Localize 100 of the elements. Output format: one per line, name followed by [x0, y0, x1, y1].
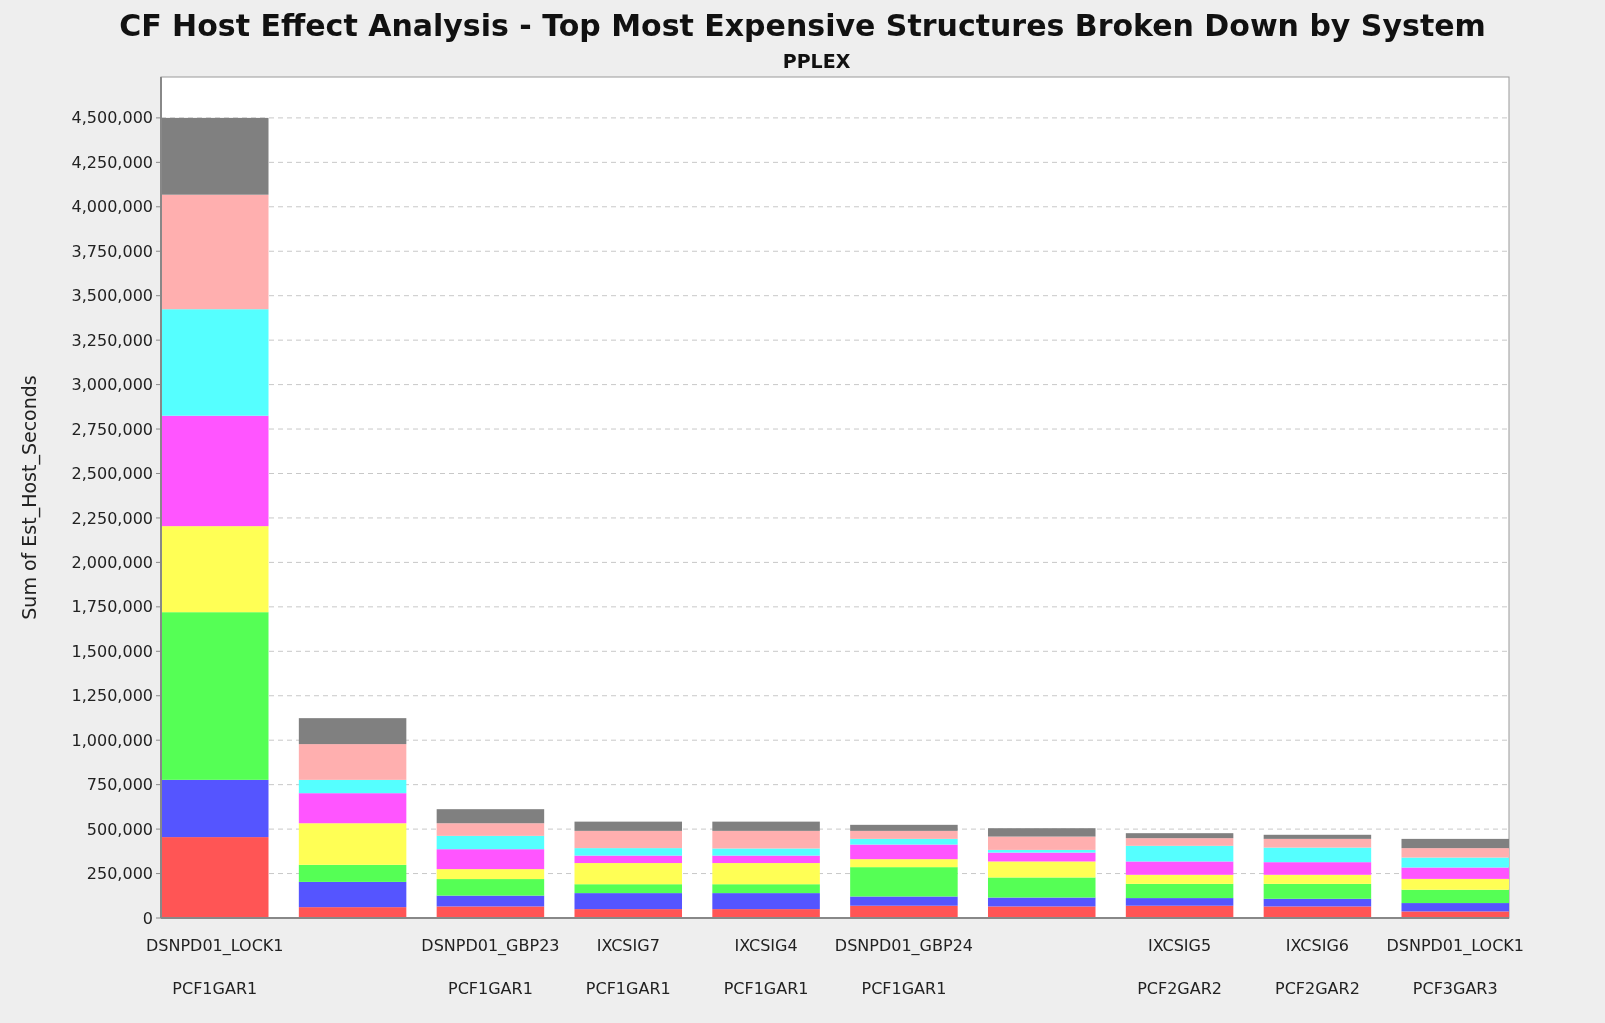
- bar: [161, 612, 269, 780]
- bar: [712, 863, 820, 885]
- bar: [161, 309, 269, 416]
- bar: [712, 821, 820, 831]
- bar: [298, 779, 407, 794]
- bar: [850, 859, 958, 868]
- bar: [1401, 878, 1509, 890]
- bar: [1125, 883, 1234, 899]
- bar: [987, 828, 1096, 837]
- bar: [712, 893, 820, 910]
- y-tick-label: 0: [142, 908, 153, 928]
- bar: [161, 415, 269, 527]
- bar: [1125, 845, 1234, 862]
- category-label: IXCSIG6 PCF2GAR2: [1274, 936, 1360, 998]
- bar: [574, 909, 683, 918]
- bar: [574, 893, 683, 910]
- bar: [987, 897, 1096, 907]
- bar: [161, 779, 269, 838]
- bar: [574, 821, 683, 831]
- bar: [1401, 857, 1509, 868]
- y-tick-label: 4,250,000: [71, 152, 153, 172]
- bar: [1263, 838, 1372, 848]
- bar: [436, 895, 545, 907]
- category-label: DSNPD01_LOCK1 PCF3GAR3: [1386, 936, 1525, 998]
- y-tick-label: 4,000,000: [71, 197, 153, 217]
- bar: [161, 837, 269, 918]
- bar: [574, 863, 683, 885]
- bar: [298, 744, 407, 780]
- y-tick-label: 500,000: [86, 819, 153, 839]
- bar: [161, 194, 269, 310]
- bar: [298, 793, 407, 824]
- bar: [987, 906, 1096, 918]
- bar: [987, 849, 1096, 853]
- bar: [712, 909, 820, 918]
- bar: [298, 823, 407, 865]
- bar: [574, 848, 683, 856]
- y-tick-label: 250,000: [86, 864, 153, 884]
- bar: [298, 907, 407, 918]
- bar: [850, 830, 958, 839]
- bar: [574, 884, 683, 894]
- bar: [987, 861, 1096, 878]
- bar: [987, 877, 1096, 898]
- bar: [850, 824, 958, 831]
- chart-subtitle: PPLEX: [782, 50, 851, 72]
- y-tick-label: 2,750,000: [71, 419, 153, 439]
- bar: [1263, 847, 1372, 863]
- bar: [1263, 906, 1372, 918]
- bar: [712, 855, 820, 864]
- category-label: DSNPD01_GBP23 PCF1GAR1: [421, 936, 560, 998]
- bar: [1401, 903, 1509, 912]
- category-label: IXCSIG7 PCF1GAR1: [585, 936, 671, 998]
- y-tick-label: 1,000,000: [71, 730, 153, 750]
- category-label: IXCSIG4 PCF1GAR1: [723, 936, 809, 998]
- bar: [1401, 838, 1509, 849]
- y-tick-label: 750,000: [86, 775, 153, 795]
- category-label: DSNPD01_LOCK1 PCF1GAR1: [145, 936, 284, 998]
- y-tick-label: 3,500,000: [71, 286, 153, 306]
- bar: [1263, 898, 1372, 907]
- bar: [850, 838, 958, 845]
- bar: [436, 835, 545, 850]
- bar: [1263, 834, 1372, 839]
- y-tick-label: 3,000,000: [71, 375, 153, 395]
- bar: [298, 881, 407, 908]
- bar: [298, 718, 407, 745]
- chart-title: CF Host Effect Analysis - Top Most Expensive Structures Broken Down by System: [119, 8, 1486, 43]
- bar: [436, 879, 545, 896]
- y-tick-label: 3,250,000: [71, 330, 153, 350]
- bar: [850, 896, 958, 906]
- bar: [1125, 838, 1234, 846]
- bar: [1125, 874, 1234, 884]
- y-tick-label: 2,000,000: [71, 553, 153, 572]
- bar: [436, 906, 545, 918]
- y-tick-label: 2,250,000: [71, 508, 153, 528]
- bar: [161, 526, 269, 613]
- y-tick-label: 3,750,000: [71, 241, 153, 261]
- bar: [987, 852, 1096, 862]
- bar: [712, 884, 820, 894]
- bar: [1263, 874, 1372, 884]
- bar: [574, 830, 683, 849]
- bar: [436, 823, 545, 836]
- bar: [574, 855, 683, 864]
- bar: [1125, 861, 1234, 875]
- bar: [436, 869, 545, 880]
- bar: [850, 867, 958, 897]
- bar: [436, 809, 545, 824]
- bar: [1401, 867, 1509, 879]
- bar: [1125, 898, 1234, 906]
- y-tick-label: 1,250,000: [71, 686, 153, 706]
- bar: [850, 844, 958, 860]
- bar: [850, 905, 958, 918]
- bar: [1401, 911, 1509, 918]
- y-tick-label: 4,500,000: [71, 108, 153, 128]
- bar: [712, 830, 820, 849]
- y-axis-title: Sum of Est_Host_Seconds: [18, 375, 41, 620]
- bar: [1263, 883, 1372, 899]
- bar: [298, 864, 407, 882]
- category-label: IXCSIG5 PCF2GAR2: [1137, 936, 1222, 998]
- bar: [987, 836, 1096, 850]
- bar: [712, 848, 820, 856]
- y-tick-label: 1,500,000: [71, 641, 153, 661]
